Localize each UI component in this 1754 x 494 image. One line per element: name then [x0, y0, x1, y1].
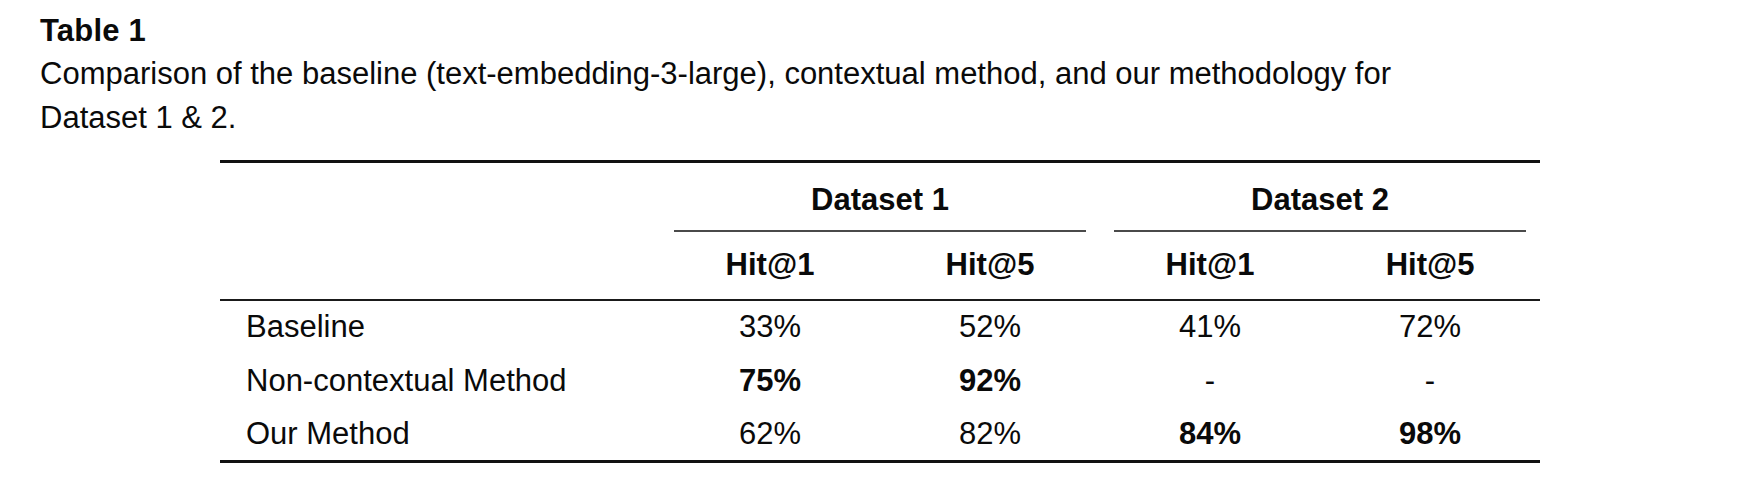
column-header-d1-hit1: Hit@1	[660, 232, 880, 300]
group-header-row: Dataset 1 Dataset 2	[220, 162, 1540, 232]
table-cell: 62%	[660, 408, 880, 462]
row-label-non-contextual-method: Non-contextual Method	[220, 354, 660, 408]
table-cell: 82%	[880, 408, 1100, 462]
table-cell: 41%	[1100, 300, 1320, 354]
table-cell: 52%	[880, 300, 1100, 354]
column-header-d1-hit5: Hit@5	[880, 232, 1100, 300]
table-cell: 33%	[660, 300, 880, 354]
table-cell: 92%	[880, 354, 1100, 408]
row-label-baseline: Baseline	[220, 300, 660, 354]
column-header-d2-hit5: Hit@5	[1320, 232, 1540, 300]
caption-line-1: Comparison of the baseline (text-embeddi…	[40, 56, 1391, 91]
table-cell: 72%	[1320, 300, 1540, 354]
stub-cell	[220, 162, 660, 300]
table-cell: 98%	[1320, 408, 1540, 462]
table-cell: -	[1100, 354, 1320, 408]
table-cell: 75%	[660, 354, 880, 408]
table-caption: Comparison of the baseline (text-embeddi…	[40, 52, 1754, 140]
table-cell: -	[1320, 354, 1540, 408]
column-header-d2-hit1: Hit@1	[1100, 232, 1320, 300]
row-label-our-method: Our Method	[220, 408, 660, 462]
document-page: Table 1 Comparison of the baseline (text…	[0, 0, 1754, 494]
table-title: Table 1	[40, 10, 1754, 52]
table-cell: 84%	[1100, 408, 1320, 462]
group-header-dataset-1-label: Dataset 1	[660, 182, 1100, 230]
group-header-dataset-1: Dataset 1	[660, 162, 1100, 232]
caption-line-2: Dataset 1 & 2.	[40, 100, 236, 135]
group-header-dataset-2: Dataset 2	[1100, 162, 1540, 232]
table-row-our-method: Our Method 62% 82% 84% 98%	[220, 408, 1540, 462]
table-row-non-contextual-method: Non-contextual Method 75% 92% - -	[220, 354, 1540, 408]
table-row-baseline: Baseline 33% 52% 41% 72%	[220, 300, 1540, 354]
group-header-dataset-2-label: Dataset 2	[1100, 182, 1540, 230]
results-table: Dataset 1 Dataset 2 Hit@1 Hit@5 Hit@1 Hi…	[220, 160, 1540, 463]
